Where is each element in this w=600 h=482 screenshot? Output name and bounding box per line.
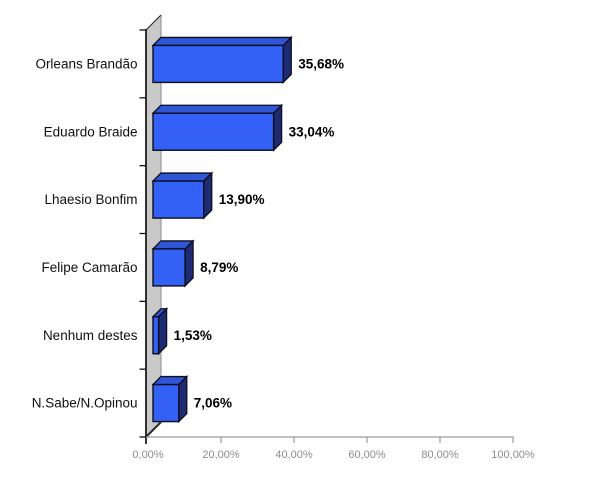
bar-value-label: 13,90% <box>219 192 265 207</box>
x-tick-label: 60,00% <box>348 449 386 461</box>
bar-front-face <box>152 383 180 423</box>
bar-front-face <box>152 180 205 219</box>
bar-front-face <box>152 248 186 287</box>
bar-front-face <box>152 316 160 355</box>
bar-group <box>151 307 169 356</box>
bar-top-face <box>151 172 214 182</box>
chart-wall-top-edge <box>145 14 162 31</box>
bar-group <box>151 171 214 220</box>
chart-wall-bottom-edge <box>145 421 162 438</box>
bar-value-label: 33,04% <box>289 124 335 139</box>
category-label: Eduardo Braide <box>44 124 138 139</box>
bar-group <box>151 375 189 424</box>
category-label: N.Sabe/N.Opinou <box>32 396 138 411</box>
category-label: Orleans Brandão <box>35 56 137 71</box>
x-tick-label: 100,00% <box>491 449 535 461</box>
bar-side-face <box>178 375 188 424</box>
bar-front-face <box>152 112 275 151</box>
bar-side-face <box>282 35 292 84</box>
bar-top-face <box>151 36 293 47</box>
bar-side-face <box>157 307 168 356</box>
x-tick-label: 20,00% <box>202 449 240 461</box>
bar-side-face <box>184 239 194 288</box>
x-tick-label: 80,00% <box>421 449 459 461</box>
x-tick-label: 40,00% <box>275 449 313 461</box>
category-label: Felipe Camarão <box>41 260 137 275</box>
bar-value-label: 8,79% <box>200 260 238 275</box>
bar-group <box>151 239 195 288</box>
bar-value-label: 7,06% <box>194 396 232 411</box>
category-label: Nenhum destes <box>43 328 138 343</box>
bar-value-label: 35,68% <box>298 56 344 71</box>
bar-top-face <box>151 104 284 114</box>
bar-group <box>151 103 284 152</box>
bar-value-label: 1,53% <box>174 328 212 343</box>
bar-side-face <box>272 103 283 152</box>
category-label: Lhaesio Bonfim <box>44 192 137 207</box>
bar-front-face <box>152 44 284 84</box>
bar-group <box>151 35 293 84</box>
bar-side-face <box>203 171 213 220</box>
x-tick-label: 0,00% <box>132 449 163 461</box>
